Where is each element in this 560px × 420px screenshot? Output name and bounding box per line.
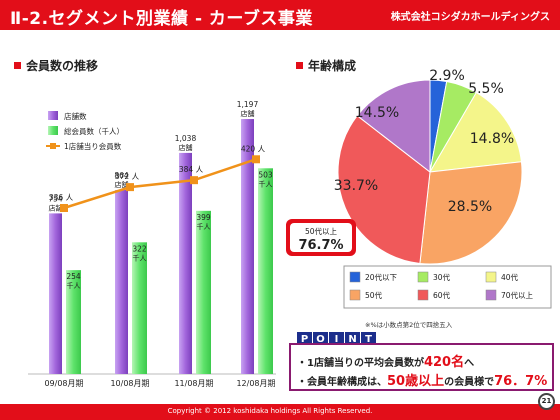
pie-legend-label: 70代以上 [501,290,534,300]
pie-slice-label: 5.5% [468,81,504,97]
pie-legend-label: 60代 [433,290,451,300]
point-highlight-ratio: 76．7% [494,374,548,389]
legend-label-stores: 店舗数 [64,111,87,121]
callout-value: 76.7% [298,238,343,253]
pie-slice [356,79,431,174]
bar-members [258,168,273,374]
avg-members-marker [126,183,134,192]
pie-legend-label: 50代 [365,290,383,300]
legend-swatch-stores [48,111,58,120]
header-bar: Ⅱ-2.セグメント別業績 - カーブス事業 株式会社コシダカホールディングス [0,0,560,30]
avg-members-marker [190,176,198,185]
legend-label-avg: 1店舗当り会員数 [64,141,122,151]
legend-swatch-members [48,126,58,135]
data-label-stores: 864 [114,171,129,180]
pie-legend-swatch [349,271,361,283]
pie-slice [429,79,448,173]
pie-slice-label: 14.8% [470,131,514,147]
point-line-2: ・会員年齢構成は、50歳以上の会員様で76．7% [297,374,548,389]
avg-members-line [63,158,257,210]
legend-label-members: 総会員数（千人） [64,126,124,136]
data-unit-members: 千人 [133,253,147,262]
bar-members [66,270,81,374]
data-label-stores: 754 [48,194,63,203]
pie-legend-swatch [417,271,429,283]
point-highlight-members: 420名 [423,355,465,370]
bar-stores [49,213,62,374]
callout-label: 50代以上 [305,226,338,236]
data-label-avg: 336 人 [49,193,74,202]
data-unit-members: 千人 [259,179,273,188]
pie-slice-label: 33.7% [334,178,378,194]
member-section-title: 会員数の推移 [14,57,98,74]
data-label-avg: 384 人 [179,165,204,174]
pie-legend-label: 30代 [433,272,451,282]
point-line-1: ・1店舗当りの平均会員数が420名へ [297,355,475,370]
bar-members [196,210,211,374]
data-label-members: 254 [66,272,81,281]
data-label-members: 322 [132,244,147,253]
legend-swatch-avg-marker [50,143,56,149]
data-unit-stores: 店舗 [241,109,255,118]
pie-slice [337,114,431,264]
pie-legend-frame [343,265,552,309]
data-unit-stores: 店舗 [115,180,129,189]
page-title: Ⅱ-2.セグメント別業績 - カーブス事業 [10,9,313,29]
data-unit-members: 千人 [197,222,211,231]
pie-legend: 20代以下 30代 40代 50代 60代 70代以上 [343,265,552,309]
pie-legend-label: 40代 [501,272,519,282]
data-label-avg: 372 人 [115,172,140,181]
data-unit-stores: 店舗 [49,203,63,212]
data-label-avg: 420 人 [241,144,266,153]
age-section-title: 年齢構成 [296,57,356,74]
pie-slice-label: 2.9% [429,68,465,84]
square-bullet-icon [296,62,303,69]
pie-legend-swatch [485,289,497,301]
callout-inner [290,223,352,252]
company-name: 株式会社コシダカホールディングス [390,12,550,23]
bar-members [132,242,147,374]
rounding-note: ※%は小数点第2位で四捨五入 [365,321,453,329]
avg-members-marker [252,155,260,164]
avg-members-marker [60,204,68,212]
pie-slice [429,91,522,173]
callout-box [286,219,356,256]
footer-bar: Copyright © 2012 koshidaka holdings All … [0,404,560,420]
pie-slice [419,161,523,265]
pie-slice-label: 28.5% [448,199,492,215]
data-label-members: 503 [258,170,273,179]
pie-legend-swatch [417,289,429,301]
data-unit-stores: 店舗 [179,143,193,152]
bar-stores [179,152,192,374]
x-tick-label: 10/08月期 [110,379,149,388]
data-label-members: 399 [196,213,211,222]
square-bullet-icon [14,62,21,69]
bar-stores [115,189,128,374]
point-box: ・1店舗当りの平均会員数が420名へ ・会員年齢構成は、50歳以上の会員様で76… [289,343,554,391]
x-tick-label: 09/08月期 [44,379,83,388]
pie-legend-label: 20代以下 [365,272,398,282]
bar-stores [241,119,254,374]
legend: 店舗数 総会員数（千人） 1店舗当り会員数 [46,111,124,151]
page-number: 21 [538,393,555,410]
x-tick-label: 12/08月期 [236,379,275,388]
data-label-stores: 1,038 [175,134,197,143]
copyright-text: Copyright © 2012 koshidaka holdings All … [167,407,373,415]
point-highlight-age: 50歳以上 [387,374,445,389]
data-label-stores: 1,197 [237,100,259,109]
pie-legend-swatch [485,271,497,283]
pie-legend-swatch [349,289,361,301]
pie-slice-label: 14.5% [355,105,399,121]
pie-slice [429,80,478,173]
x-tick-label: 11/08月期 [174,379,213,388]
data-unit-members: 千人 [67,281,81,290]
callout: 50代以上 76.7% [286,219,356,256]
